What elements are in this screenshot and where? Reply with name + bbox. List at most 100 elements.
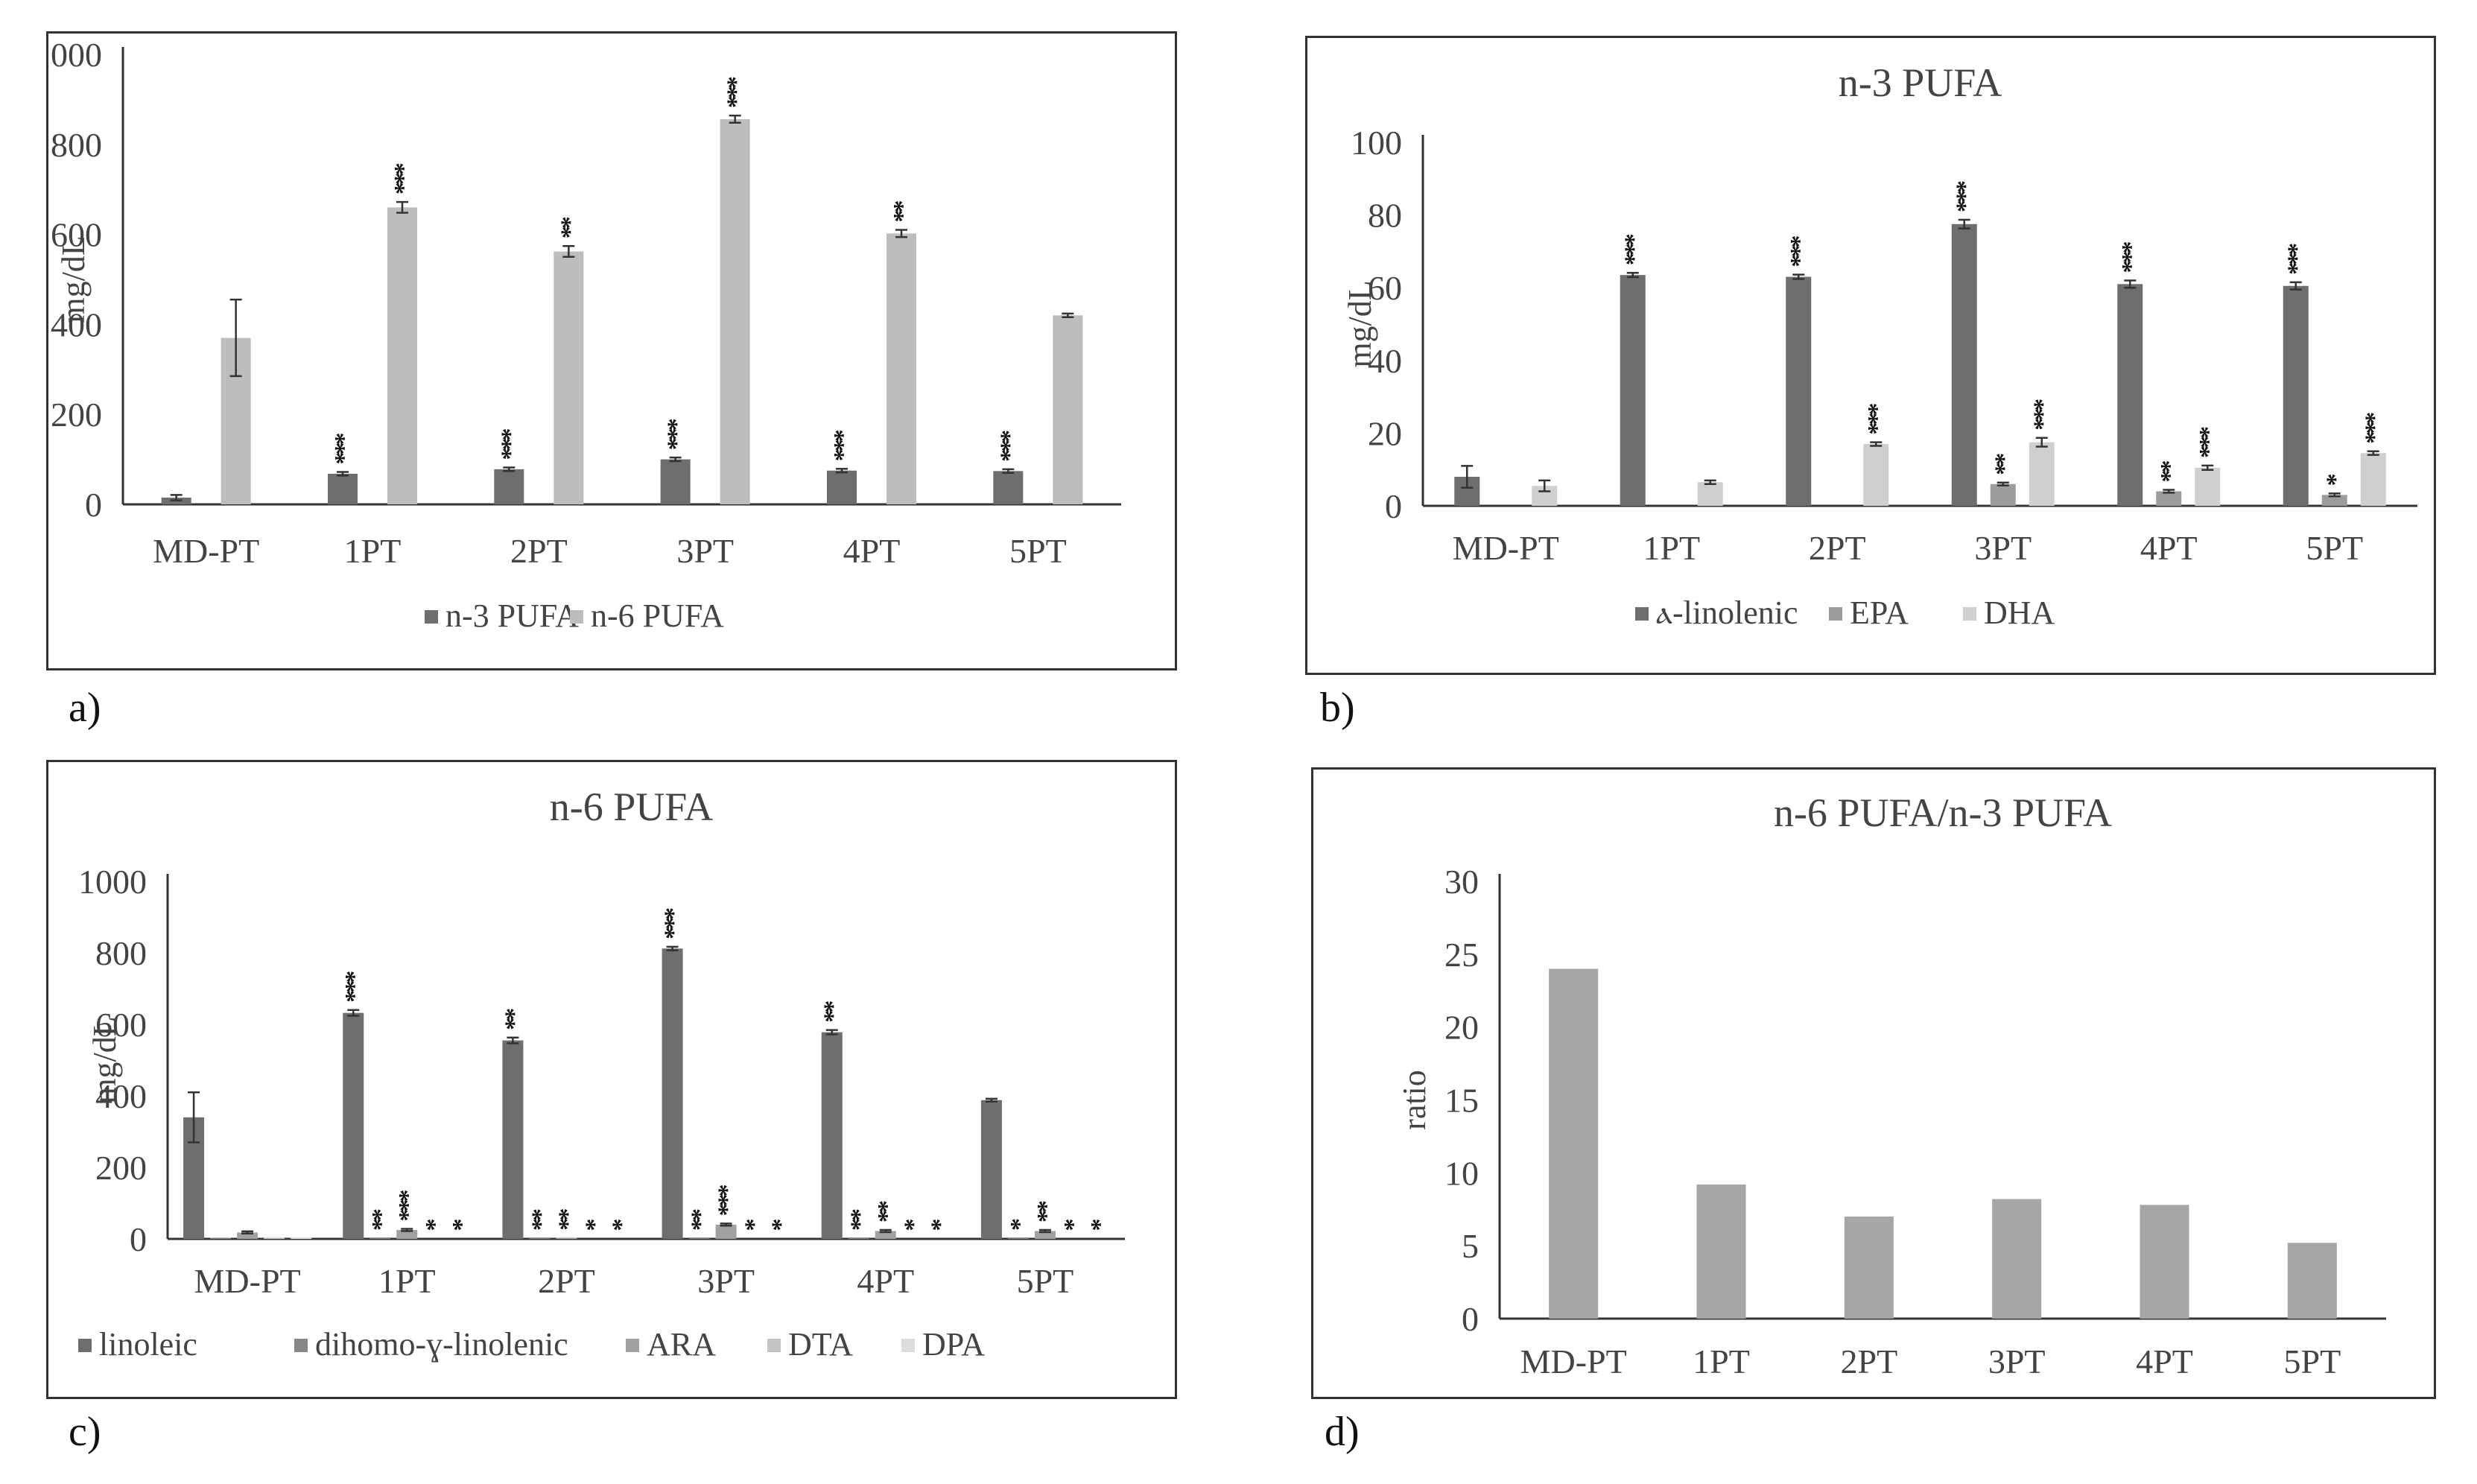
y-tick-label: 0 xyxy=(85,486,102,524)
y-tick-label: 80 xyxy=(1368,197,1402,235)
bar xyxy=(827,470,857,504)
significance-marker: *** xyxy=(2361,413,2388,444)
legend-swatch xyxy=(1963,607,1976,621)
x-tick-label: 5PT xyxy=(1017,1262,1074,1300)
bar xyxy=(1007,1238,1029,1239)
panel-c-chart: n-6 PUFA 0 200 400 600 800 1000 mg/dL MD-PT 1PT 2P… xyxy=(46,760,1177,1399)
significance-marker: *** xyxy=(829,430,857,461)
significance-marker: *** xyxy=(2117,241,2145,273)
chart-d-title: n-6 PUFA/n-3 PUFA xyxy=(1774,790,2112,835)
x-tick-label: 3PT xyxy=(697,1262,755,1300)
legend-label: linoleic xyxy=(99,1326,197,1363)
y-tick-label: 100 xyxy=(1351,124,1402,162)
bar xyxy=(291,1237,312,1239)
chart-d-svg: n-6 PUFA/n-3 PUFA 0 5 10 15 20 25 30 ratio MD-PT 1… xyxy=(1396,790,2386,1380)
bar xyxy=(1697,482,1723,506)
significance-marker: *** xyxy=(1952,181,1979,212)
legend-swatch xyxy=(78,1339,92,1352)
bar xyxy=(715,1224,737,1239)
bar xyxy=(720,118,750,504)
x-tick-label: 4PT xyxy=(857,1262,914,1300)
significance-marker: *** xyxy=(2283,244,2311,275)
bar xyxy=(343,1012,364,1239)
legend-swatch xyxy=(901,1339,915,1352)
y-tick-label: 60 xyxy=(1368,269,1402,307)
significance-marker: * xyxy=(2322,474,2350,486)
legend-label: DHA xyxy=(1984,594,2055,631)
significance-marker: ** xyxy=(1991,454,2018,475)
bar xyxy=(660,459,691,504)
y-axis-label: mg/dL xyxy=(55,235,92,323)
bar xyxy=(396,1230,418,1239)
significance-marker: * xyxy=(1006,1219,1033,1231)
chart-c-svg: n-6 PUFA 0 200 400 600 800 1000 mg/dL MD-PT 1PT 2P… xyxy=(78,784,1125,1363)
x-tick-label: 5PT xyxy=(1009,532,1067,570)
significance-marker: *** xyxy=(714,1185,741,1216)
y-axis-label: mg/dL xyxy=(86,1016,123,1103)
bar xyxy=(328,473,358,504)
x-tick-label: MD-PT xyxy=(153,532,259,570)
x-tick-label: MD-PT xyxy=(194,1262,301,1300)
significance-marker: ** xyxy=(367,1209,395,1231)
legend-label: EPA xyxy=(1850,594,1909,631)
significance-marker: * xyxy=(740,1220,768,1231)
y-tick-label: 5 xyxy=(1462,1227,1479,1265)
bar xyxy=(2140,1205,2189,1319)
significance-marker: *** xyxy=(390,163,417,194)
x-tick-label: 2PT xyxy=(510,532,568,570)
bar xyxy=(210,1237,232,1239)
bar xyxy=(494,469,524,504)
y-tick-label: 1000 xyxy=(48,36,102,74)
significance-marker: ** xyxy=(527,1209,554,1231)
bar xyxy=(1951,223,1977,506)
significance-marker: * xyxy=(767,1220,795,1231)
y-tick-label: 800 xyxy=(51,126,102,164)
bar xyxy=(1696,1184,1746,1319)
y-tick-label: 800 xyxy=(95,934,147,972)
significance-marker: * xyxy=(1086,1220,1114,1231)
y-tick-label: 10 xyxy=(1444,1154,1479,1192)
significance-marker: ** xyxy=(687,1209,714,1231)
significance-marker: *** xyxy=(340,971,368,1003)
bar xyxy=(387,207,417,504)
x-tick-label: 2PT xyxy=(538,1262,595,1300)
significance-marker: *** xyxy=(723,77,750,108)
panel-b-label: b) xyxy=(1320,685,1355,731)
bar xyxy=(1053,315,1083,504)
y-tick-label: 1000 xyxy=(78,863,147,901)
significance-marker: *** xyxy=(2195,427,2222,458)
bar xyxy=(821,1032,843,1239)
significance-marker: *** xyxy=(2029,399,2057,431)
panel-d-label: d) xyxy=(1325,1409,1360,1455)
legend-swatch xyxy=(767,1339,781,1352)
bar xyxy=(502,1040,524,1239)
chart-b-svg: n-3 PUFA 0 20 40 60 80 100 mg/dL MD-PT 1PT 2PT 3PT 4… xyxy=(1342,60,2417,631)
significance-marker: * xyxy=(927,1220,954,1231)
significance-marker: *** xyxy=(1863,404,1891,435)
legend-swatch xyxy=(1829,607,1842,621)
bar xyxy=(237,1232,259,1239)
bar xyxy=(1620,275,1646,506)
x-tick-label: 1PT xyxy=(1643,529,1700,567)
significance-marker: *** xyxy=(1620,234,1648,265)
y-tick-label: 200 xyxy=(51,396,102,434)
bar xyxy=(993,471,1024,504)
significance-marker: ** xyxy=(819,1001,847,1023)
x-tick-label: 2PT xyxy=(1840,1342,1897,1380)
x-tick-label: 4PT xyxy=(2140,529,2198,567)
bar xyxy=(556,1237,577,1239)
y-tick-label: 400 xyxy=(51,305,102,343)
significance-marker: ** xyxy=(554,1209,581,1231)
bar xyxy=(848,1238,869,1239)
significance-marker: ** xyxy=(2156,461,2183,483)
x-tick-label: 3PT xyxy=(676,532,734,570)
x-tick-label: 1PT xyxy=(1693,1342,1750,1380)
significance-marker: *** xyxy=(1786,236,1813,267)
bar xyxy=(554,251,584,504)
bar xyxy=(1844,1217,1894,1319)
chart-c-title: n-6 PUFA xyxy=(550,784,714,829)
y-tick-label: 0 xyxy=(1462,1300,1479,1338)
significance-marker: * xyxy=(607,1220,635,1231)
x-tick-label: 4PT xyxy=(2136,1342,2193,1380)
significance-marker: ** xyxy=(1033,1201,1060,1223)
